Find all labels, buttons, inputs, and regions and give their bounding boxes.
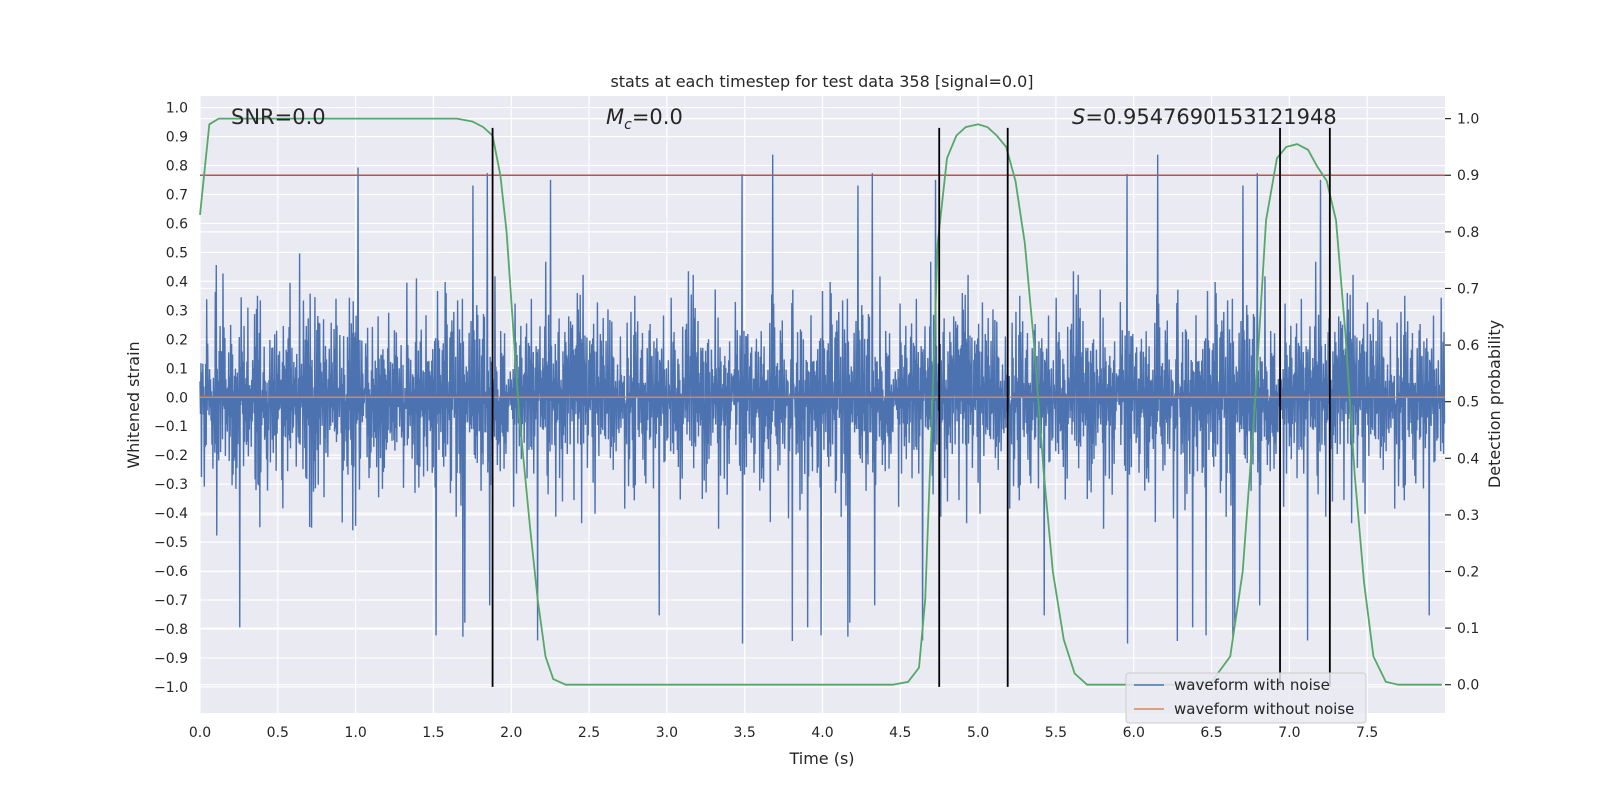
detection-probability-line [199, 117, 1442, 686]
y-tick-label: 0.8 [166, 159, 188, 175]
overlay-lines [199, 117, 1445, 687]
waveform-with-noise-line [199, 154, 1446, 644]
y-tick-label: 0.6 [166, 216, 188, 232]
y-tick-label: −0.1 [154, 419, 188, 435]
s-value: =0.9547690153121948 [1085, 105, 1336, 129]
x-axis-label: Time (s) [788, 749, 854, 768]
x-tick-label: 1.5 [422, 725, 444, 741]
x-tick-label: 4.0 [811, 725, 833, 741]
y-tick-label: 0.9 [166, 130, 188, 146]
y2-tick-label: 0.4 [1457, 451, 1479, 467]
y2-tick-label: 0.6 [1457, 338, 1479, 354]
waveform-with-noise-series [199, 154, 1446, 644]
y-tick-label: 0.2 [166, 332, 188, 348]
s-annotation: S=0.9547690153121948 [1072, 105, 1337, 129]
y-tick-label: 0.1 [166, 361, 188, 377]
y2-tick-label: 0.2 [1457, 564, 1479, 580]
mc-annotation: Mc=0.0 [606, 105, 683, 133]
legend-label-clean: waveform without noise [1174, 700, 1354, 718]
y2-axis-label: Detection probability [1485, 320, 1504, 488]
x-tick-label: 1.0 [344, 725, 366, 741]
x-tick-label: 0.5 [267, 725, 289, 741]
y2-tick-label: 0.9 [1457, 168, 1479, 184]
y-tick-label: 0.5 [166, 245, 188, 261]
y-tick-label: −0.3 [154, 477, 188, 493]
x-tick-label: 3.5 [734, 725, 756, 741]
y-tick-label: 0.3 [166, 303, 188, 319]
x-axis-ticks: 0.0 0.5 1.0 1.5 2.0 2.5 3.0 3.5 4.0 4.5 5.0 5.5 6.0 6… [189, 725, 1378, 741]
legend-box [1125, 672, 1367, 724]
x-tick-label: 0.0 [189, 725, 211, 741]
mc-subscript: c [624, 117, 632, 133]
y-tick-label: 0.0 [166, 390, 188, 406]
x-tick-label: 6.0 [1123, 725, 1145, 741]
y-tick-label: −0.2 [154, 448, 188, 464]
y-tick-label: −1.0 [154, 680, 188, 696]
x-tick-label: 4.5 [889, 725, 911, 741]
snr-annotation: SNR=0.0 [231, 105, 326, 129]
y-axis-label: Whitened strain [124, 341, 143, 468]
y-tick-label: −0.4 [154, 506, 188, 522]
y2-tick-label: 0.0 [1457, 678, 1479, 694]
y-tick-label: −0.6 [154, 564, 188, 580]
x-tick-label: 5.0 [967, 725, 989, 741]
s-symbol: S [1072, 105, 1085, 129]
y-tick-label: 1.0 [166, 101, 188, 117]
x-tick-label: 2.0 [500, 725, 522, 741]
y2-tick-label: 0.8 [1457, 225, 1479, 241]
mc-value: =0.0 [632, 105, 683, 129]
x-tick-label: 7.5 [1356, 725, 1378, 741]
legend-label-noise: waveform with noise [1174, 676, 1330, 694]
x-tick-label: 7.0 [1278, 725, 1300, 741]
y-tick-label: −0.7 [154, 593, 188, 609]
y2-tick-label: 0.3 [1457, 508, 1479, 524]
y2-tick-label: 0.7 [1457, 281, 1479, 297]
y-axis-ticks: −1.0 −0.9 −0.8 −0.7 −0.6 −0.5 −0.4 −0.3 −0.2 −0.1… [154, 101, 188, 696]
y-tick-label: 0.4 [166, 274, 188, 290]
y-tick-label: −0.9 [154, 651, 188, 667]
y-tick-label: 0.7 [166, 187, 188, 203]
x-tick-label: 6.5 [1200, 725, 1222, 741]
y-tick-label: −0.8 [154, 622, 188, 638]
legend: waveform with noise waveform without noi… [1125, 672, 1367, 724]
x-tick-label: 5.5 [1045, 725, 1067, 741]
x-tick-label: 3.0 [656, 725, 678, 741]
y-tick-label: −0.5 [154, 535, 188, 551]
y2-tick-label: 0.1 [1457, 621, 1479, 637]
chart-title: stats at each timestep for test data 358… [610, 72, 1033, 91]
y2-tick-label: 1.0 [1457, 112, 1479, 128]
y2-axis-ticks: 0.0 0.1 0.2 0.3 0.4 0.5 0.6 0.7 0.8 0.9 1.0 [1445, 112, 1479, 694]
mc-symbol: M [606, 105, 624, 129]
x-tick-label: 2.5 [578, 725, 600, 741]
y2-tick-label: 0.5 [1457, 395, 1479, 411]
